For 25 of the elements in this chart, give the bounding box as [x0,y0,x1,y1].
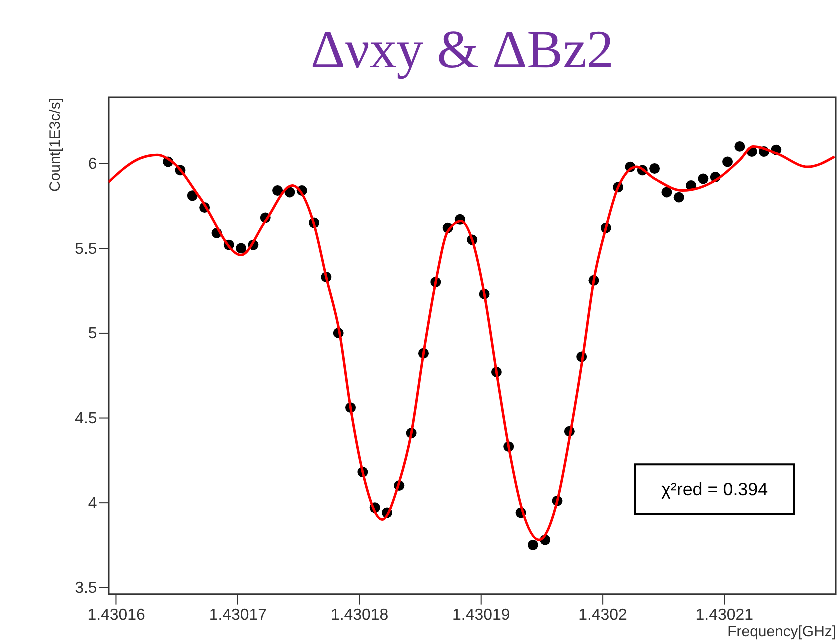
point [272,186,284,196]
x-tick-label: 1.43017 [209,606,268,624]
annotation: χ²red = 0.394 [661,480,768,500]
point [650,164,660,174]
point [734,141,746,152]
point [528,540,538,550]
y-tick-label: 3.5 [75,580,98,598]
point [698,174,709,184]
x-axis-title: Frequency[GHz] [728,624,837,641]
x-tick-label: 1.43018 [330,606,389,624]
x-tick-label: 1.43016 [88,606,146,624]
y-tick-label: 4 [88,495,98,512]
point [674,192,684,203]
point [236,243,247,254]
x-tick-label: 1.43021 [696,606,754,624]
chart-title: Δνxy & ΔBz2 [310,20,614,80]
point [662,187,672,198]
x-tick-label: 1.43019 [452,606,510,624]
y-tick-label: 6 [88,156,98,174]
y-axis-title: Count[1E3c/s] [47,98,64,192]
y-tick-label: 5 [88,326,98,343]
x-tick-label: 1.4302 [578,606,628,624]
y-tick-label: 5.5 [75,240,98,258]
y-tick-label: 4.5 [75,410,98,428]
point [722,156,733,168]
